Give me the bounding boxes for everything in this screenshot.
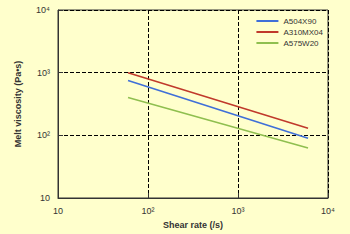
svg-text:Shear rate (/s): Shear rate (/s) (163, 220, 223, 230)
svg-text:10⁴: 10⁴ (36, 5, 50, 15)
svg-text:10: 10 (53, 206, 63, 216)
svg-text:10²: 10² (141, 206, 154, 216)
svg-text:10⁴: 10⁴ (321, 206, 335, 216)
svg-text:Melt viscosity (Pa•s): Melt viscosity (Pa•s) (13, 61, 23, 148)
svg-text:A310MX04: A310MX04 (283, 28, 323, 37)
svg-text:A575W20: A575W20 (283, 39, 319, 48)
svg-text:10³: 10³ (37, 68, 50, 78)
svg-text:10³: 10³ (231, 206, 244, 216)
svg-text:10²: 10² (37, 130, 50, 140)
svg-text:A504X90: A504X90 (283, 17, 316, 26)
svg-text:10: 10 (40, 193, 50, 203)
